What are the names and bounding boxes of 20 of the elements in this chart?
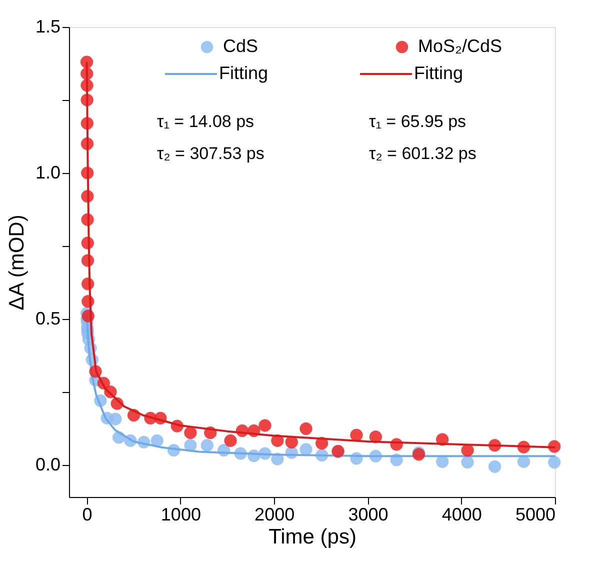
x-tick-label: 2000 [254, 504, 295, 524]
x-axis-title: Time (ps) [268, 526, 356, 548]
legend-label: MoS₂/CdS [418, 36, 502, 56]
annotation: τ₁ = 65.95 ps [369, 112, 466, 131]
x-tick-label: 5000 [515, 504, 556, 524]
annotation: τ₂ = 307.53 ps [157, 144, 264, 163]
y-tick-label: 0.5 [35, 308, 60, 328]
legend-label: Fitting [414, 63, 464, 83]
x-tick-label: 0 [82, 504, 92, 524]
annotation: τ₂ = 601.32 ps [369, 144, 476, 163]
x-tick-label: 3000 [348, 504, 388, 524]
legend-label: CdS [223, 36, 258, 56]
y-tick-label: 0.0 [35, 454, 60, 474]
y-axis-title: ΔA (mOD) [5, 214, 28, 310]
y-tick-label: 1.0 [35, 162, 60, 182]
annotation: τ₁ = 14.08 ps [157, 112, 254, 131]
x-tick-label: 1000 [160, 504, 201, 524]
x-tick-label: 4000 [442, 504, 482, 524]
legend-label: Fitting [219, 63, 268, 83]
y-tick-label: 1.5 [35, 16, 60, 36]
